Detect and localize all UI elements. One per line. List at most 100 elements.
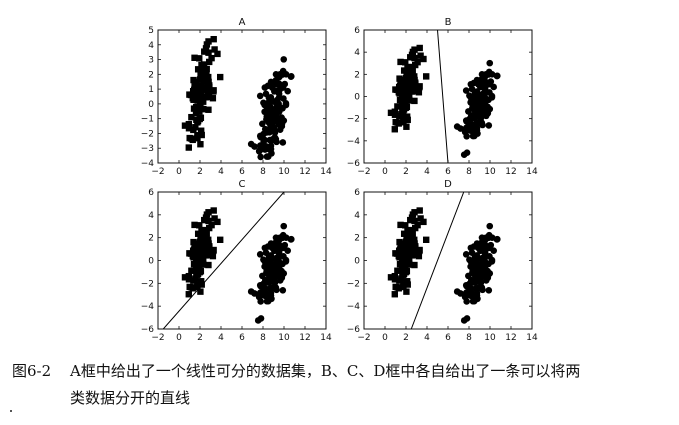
circle-point [265, 262, 273, 270]
circle-point [282, 234, 290, 241]
circle-point [486, 59, 494, 67]
square-point [406, 239, 413, 246]
square-point [188, 113, 195, 121]
circle-point [470, 132, 478, 140]
square-point [411, 209, 418, 216]
circle-point [270, 275, 278, 283]
y-tick-label: −1 [141, 115, 154, 125]
circle-point [256, 146, 264, 154]
square-point [192, 109, 200, 117]
square-point [396, 87, 404, 94]
square-point [410, 240, 418, 247]
square-point [406, 70, 414, 77]
caption-number: 图6-2 [12, 362, 52, 380]
square-point [188, 267, 195, 274]
circle-point [270, 124, 278, 132]
square-point [391, 111, 399, 118]
square-point [198, 105, 205, 113]
x-tick-label: 6 [239, 167, 245, 177]
square-point [411, 217, 418, 225]
y-tick-label: 2 [354, 70, 360, 80]
square-point [411, 54, 418, 62]
square-point [185, 276, 193, 283]
square-point [197, 141, 204, 148]
square-point [396, 238, 403, 246]
circle-point [466, 92, 473, 99]
x-tick-label: 10 [484, 167, 496, 177]
square-point [402, 222, 409, 229]
caption-line-1: A框中给出了一个线性可分的数据集，B、C、D框中各自给出了一条可以将两 [70, 362, 581, 380]
circle-point [262, 249, 270, 257]
square-point [396, 75, 403, 82]
circle-point [479, 121, 486, 129]
square-point [197, 127, 205, 134]
circle-point [494, 72, 501, 80]
square-point [403, 288, 410, 295]
square-point [204, 88, 212, 95]
y-tick-label: 2 [148, 234, 154, 244]
x-tick-label: 0 [382, 167, 388, 177]
square-point [210, 87, 217, 94]
x-tick-label: 6 [445, 167, 451, 177]
square-point [403, 113, 411, 120]
square-point [190, 251, 198, 258]
circle-point [471, 257, 479, 265]
circle-point [479, 286, 486, 294]
x-tick-label: 10 [484, 333, 496, 343]
separating-line [437, 30, 449, 163]
x-tick-label: −2 [151, 333, 164, 343]
x-tick-label: 14 [320, 333, 332, 343]
square-point [402, 248, 409, 256]
square-point [406, 233, 414, 240]
square-point [190, 105, 198, 112]
square-point [412, 244, 419, 251]
circle-point [256, 293, 264, 300]
square-point [205, 49, 212, 56]
x-tick-label: 10 [278, 333, 290, 343]
square-point [400, 230, 408, 237]
y-tick-label: 0 [148, 100, 154, 110]
circle-point [483, 269, 491, 276]
square-point [190, 92, 198, 100]
circle-point [256, 132, 264, 140]
x-tick-label: 4 [218, 167, 224, 177]
circle-point [254, 317, 262, 324]
square-point [416, 246, 423, 254]
square-point [186, 91, 193, 98]
y-tick-label: 2 [148, 70, 154, 80]
data-points [387, 207, 501, 324]
square-point [411, 46, 418, 53]
square-point [400, 281, 407, 288]
square-point [417, 52, 424, 59]
circle-point [247, 288, 255, 295]
square-point [194, 132, 201, 139]
y-tick-label: −2 [347, 279, 360, 289]
data-points [181, 207, 295, 324]
data-points [181, 35, 295, 185]
circle-point [463, 132, 470, 140]
circle-point [467, 292, 475, 300]
y-tick-label: −4 [141, 302, 155, 312]
square-point [185, 144, 192, 151]
circle-point [479, 242, 486, 249]
y-tick-label: 4 [148, 211, 154, 221]
figure-caption: 图6-2 A框中给出了一个线性可分的数据集，B、C、D框中各自给出了一条可以将两 … [12, 358, 672, 412]
y-tick-label: −4 [347, 137, 361, 147]
panel-c-title: C [239, 179, 246, 190]
x-tick-label: 8 [466, 333, 472, 343]
square-point [422, 236, 430, 243]
circle-point [280, 56, 288, 63]
circle-point [467, 127, 475, 135]
square-point [196, 76, 204, 83]
square-point [403, 123, 410, 130]
circle-point [255, 178, 262, 185]
square-point [210, 207, 217, 214]
circle-point [260, 256, 267, 263]
square-point [202, 45, 210, 52]
square-point [192, 246, 199, 253]
circle-point [275, 252, 283, 259]
separating-line [162, 192, 285, 329]
circle-point [471, 262, 479, 270]
square-point [211, 46, 218, 53]
